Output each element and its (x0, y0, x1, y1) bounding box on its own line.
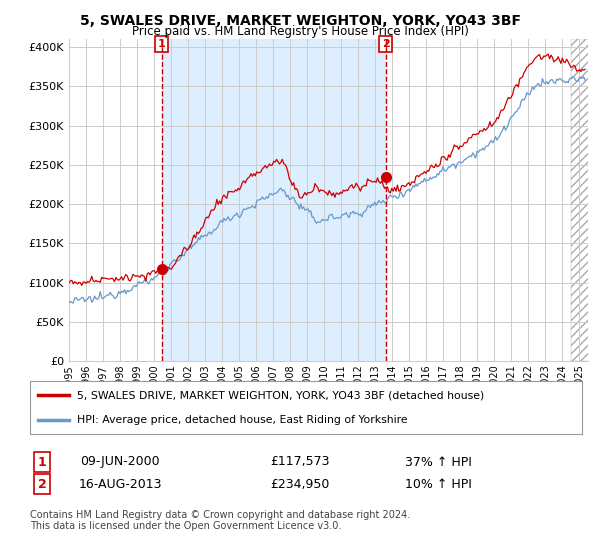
Text: 09-JUN-2000: 09-JUN-2000 (80, 455, 160, 469)
Text: 5, SWALES DRIVE, MARKET WEIGHTON, YORK, YO43 3BF: 5, SWALES DRIVE, MARKET WEIGHTON, YORK, … (79, 14, 521, 28)
Text: 16-AUG-2013: 16-AUG-2013 (78, 478, 162, 491)
Bar (161, 39, 386, 361)
Bar (571, 39, 600, 361)
Text: 1: 1 (158, 39, 166, 49)
Text: HPI: Average price, detached house, East Riding of Yorkshire: HPI: Average price, detached house, East… (77, 414, 407, 424)
Text: Contains HM Land Registry data © Crown copyright and database right 2024.
This d: Contains HM Land Registry data © Crown c… (30, 510, 410, 531)
Text: 37% ↑ HPI: 37% ↑ HPI (404, 455, 472, 469)
Text: Price paid vs. HM Land Registry's House Price Index (HPI): Price paid vs. HM Land Registry's House … (131, 25, 469, 38)
Text: 2: 2 (382, 39, 390, 49)
Text: 1: 1 (38, 455, 46, 469)
Text: 10% ↑ HPI: 10% ↑ HPI (404, 478, 472, 491)
Text: £117,573: £117,573 (270, 455, 330, 469)
Text: £234,950: £234,950 (271, 478, 329, 491)
Text: 5, SWALES DRIVE, MARKET WEIGHTON, YORK, YO43 3BF (detached house): 5, SWALES DRIVE, MARKET WEIGHTON, YORK, … (77, 390, 484, 400)
Text: 2: 2 (38, 478, 46, 491)
